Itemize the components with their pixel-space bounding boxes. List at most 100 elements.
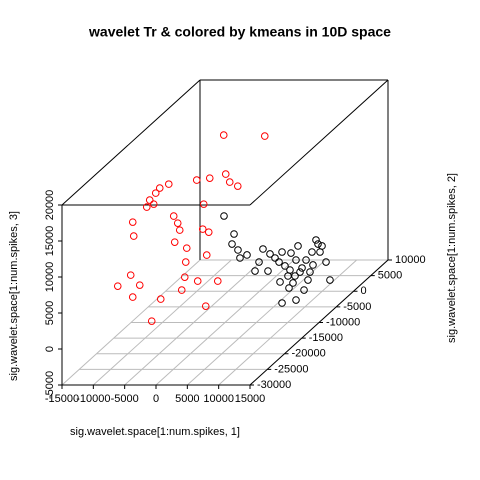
- point: [228, 240, 236, 248]
- y-tick-label: -10000: [326, 316, 360, 328]
- point: [292, 296, 300, 304]
- point: [170, 238, 179, 246]
- point: [164, 180, 173, 188]
- point: [287, 249, 295, 257]
- point: [289, 279, 297, 287]
- x-axis-label: sig.wavelet.space[1:num.spikes, 1]: [70, 426, 240, 438]
- point: [147, 317, 156, 325]
- point: [298, 264, 306, 272]
- point: [292, 256, 300, 264]
- point: [234, 246, 242, 254]
- point: [322, 258, 330, 266]
- point: [318, 242, 326, 250]
- box-edge: [61, 79, 201, 206]
- point: [308, 248, 316, 256]
- point: [294, 242, 302, 250]
- z-tick-label: 5000: [44, 301, 56, 325]
- z-tick-label: 15000: [44, 226, 56, 257]
- point: [180, 273, 189, 281]
- point: [149, 200, 158, 208]
- point: [113, 282, 122, 290]
- x-tick-label: 15000: [235, 393, 266, 405]
- point: [314, 240, 322, 248]
- point: [198, 225, 207, 233]
- z-tick-label: 20000: [44, 190, 56, 221]
- point: [243, 251, 251, 259]
- y-tick-label: 10000: [395, 254, 426, 266]
- y-tick-label: -25000: [274, 363, 308, 375]
- point: [181, 258, 190, 266]
- point: [291, 272, 299, 280]
- point: [306, 268, 314, 276]
- x-tick-label: 0: [153, 393, 159, 405]
- box-edge: [249, 79, 389, 206]
- y-tick-label: -5000: [343, 301, 371, 313]
- point: [193, 277, 202, 285]
- y-tick-label: 0: [361, 285, 367, 297]
- point: [285, 284, 293, 292]
- y-tick-label: 5000: [378, 270, 402, 282]
- point: [177, 286, 186, 294]
- x-tick-label: -5000: [111, 393, 139, 405]
- point: [281, 262, 289, 270]
- point: [204, 228, 213, 236]
- point: [264, 267, 272, 275]
- point: [126, 271, 135, 279]
- point: [275, 258, 283, 266]
- point: [296, 268, 304, 276]
- z-tick-label: 10000: [44, 262, 56, 293]
- point: [128, 218, 137, 226]
- point: [260, 132, 269, 140]
- point: [128, 293, 137, 301]
- point: [199, 200, 208, 208]
- y-axis-label: sig.wavelet.space[1:num.spikes, 2]: [446, 173, 458, 343]
- point: [175, 226, 184, 234]
- point: [182, 244, 191, 252]
- y-tick-label: -30000: [257, 379, 291, 391]
- point: [129, 232, 138, 240]
- point: [202, 251, 211, 259]
- x-tick-label: 10000: [203, 393, 234, 405]
- point: [192, 176, 201, 184]
- point: [233, 182, 242, 190]
- x-tick-label: 5000: [175, 393, 199, 405]
- point: [312, 236, 320, 244]
- point: [142, 203, 151, 211]
- point: [205, 174, 214, 182]
- z-tick-label: -5000: [44, 371, 56, 399]
- point: [259, 245, 267, 253]
- point: [300, 286, 308, 294]
- point: [271, 254, 279, 262]
- point: [236, 254, 244, 262]
- y-tick-label: -15000: [309, 332, 343, 344]
- point: [278, 248, 286, 256]
- x-tick-label: -15000: [45, 393, 79, 405]
- point: [278, 299, 286, 307]
- y-tick-label: -20000: [292, 348, 326, 360]
- point: [304, 276, 312, 284]
- chart-title: wavelet Tr & colored by kmeans in 10D sp…: [88, 24, 391, 40]
- point: [201, 302, 210, 310]
- point: [219, 131, 228, 139]
- z-tick-label: 0: [44, 346, 56, 352]
- point: [251, 267, 259, 275]
- point: [145, 196, 154, 204]
- point: [156, 295, 165, 303]
- point: [230, 230, 238, 238]
- x-tick-label: -10000: [76, 393, 110, 405]
- z-axis-label: sig.wavelet.space[1:num.spikes, 3]: [8, 211, 20, 381]
- point: [155, 184, 164, 192]
- point: [266, 250, 274, 258]
- point: [326, 276, 334, 284]
- point: [135, 281, 144, 289]
- point: [276, 278, 284, 286]
- point: [302, 256, 310, 264]
- point: [255, 258, 263, 266]
- point: [309, 261, 317, 269]
- point: [220, 212, 228, 220]
- point: [225, 178, 234, 186]
- point: [173, 219, 182, 227]
- point: [169, 212, 178, 220]
- point: [213, 277, 222, 285]
